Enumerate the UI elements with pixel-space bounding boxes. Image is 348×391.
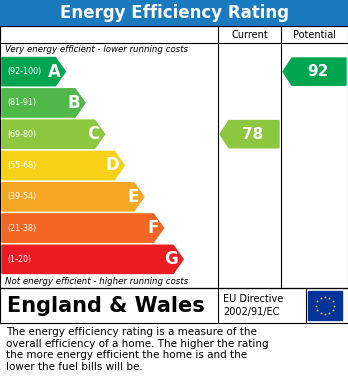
Text: (39-54): (39-54) (7, 192, 36, 201)
Text: EU Directive
2002/91/EC: EU Directive 2002/91/EC (223, 294, 283, 317)
Polygon shape (283, 58, 346, 85)
Polygon shape (2, 151, 124, 179)
Text: (1-20): (1-20) (7, 255, 31, 264)
Text: (69-80): (69-80) (7, 130, 36, 139)
Text: The energy efficiency rating is a measure of the
overall efficiency of a home. T: The energy efficiency rating is a measur… (6, 327, 269, 372)
Text: (55-68): (55-68) (7, 161, 36, 170)
Text: 92: 92 (307, 64, 328, 79)
Text: F: F (147, 219, 158, 237)
Polygon shape (2, 214, 164, 242)
Bar (0, 26, 348, 288)
Text: A: A (48, 63, 61, 81)
Polygon shape (2, 89, 85, 117)
Polygon shape (2, 120, 105, 148)
Text: England & Wales: England & Wales (7, 296, 205, 316)
Bar (308, 291, 342, 320)
Text: 78: 78 (242, 127, 263, 142)
Polygon shape (2, 245, 183, 273)
Polygon shape (220, 120, 279, 148)
Text: B: B (68, 94, 80, 112)
Text: D: D (105, 156, 119, 174)
Text: C: C (87, 125, 100, 143)
Text: Very energy efficient - lower running costs: Very energy efficient - lower running co… (5, 45, 188, 54)
Text: E: E (127, 188, 139, 206)
Bar (0, 288, 348, 323)
Text: Current: Current (231, 29, 268, 39)
Text: (92-100): (92-100) (7, 67, 41, 76)
Text: Energy Efficiency Rating: Energy Efficiency Rating (60, 4, 288, 22)
Text: (81-91): (81-91) (7, 99, 36, 108)
Bar (0, 26, 348, 288)
Polygon shape (2, 57, 65, 86)
Text: Potential: Potential (293, 29, 336, 39)
Bar (0, 0, 348, 26)
Bar (0, 288, 348, 323)
Polygon shape (2, 183, 144, 211)
Text: Not energy efficient - higher running costs: Not energy efficient - higher running co… (5, 277, 188, 286)
Text: G: G (164, 250, 178, 268)
Text: (21-38): (21-38) (7, 224, 36, 233)
